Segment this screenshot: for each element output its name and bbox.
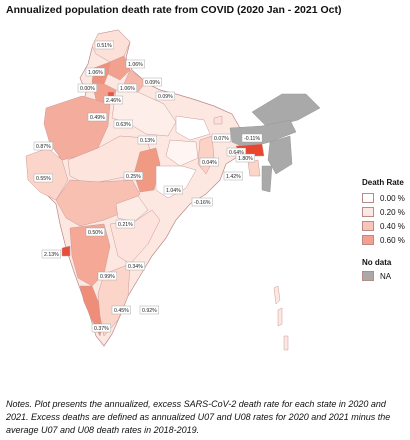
map-label-24: 0.34% [125, 261, 145, 271]
legend-label-0: 0.00 % [380, 193, 405, 203]
map-label-5: 0.00% [77, 83, 97, 93]
region-andaman-islands [273, 285, 289, 351]
india-choropleth-map: 0.51% 1.06% 1.06% 0.09% 1.06% 0.00% 0.09… [25, 29, 321, 351]
legend-swatch-1 [362, 207, 374, 217]
svg-text:0.45%: 0.45% [114, 308, 129, 314]
map-label-10: 0.07% [211, 133, 231, 143]
legend-swatch-3 [362, 235, 374, 245]
region-kerala [79, 285, 105, 337]
legend-item-0: 0.00 % [362, 192, 405, 204]
notes-text: Notes. Plot presents the annualized, exc… [6, 399, 391, 435]
svg-text:1.06%: 1.06% [88, 70, 103, 76]
svg-text:1.04%: 1.04% [166, 188, 181, 194]
map-label-19: 0.55% [33, 173, 53, 183]
legend-label-1: 0.20 % [380, 207, 405, 217]
svg-text:0.87%: 0.87% [36, 144, 51, 150]
map-label-7: 2.46% [103, 95, 123, 105]
svg-text:0.04%: 0.04% [202, 160, 217, 166]
map-label-28: 0.92% [139, 305, 159, 315]
svg-text:1.06%: 1.06% [128, 62, 143, 68]
map-label-20: 1.04% [163, 185, 183, 195]
svg-text:0.92%: 0.92% [142, 308, 157, 314]
map-label-18: 1.42% [223, 171, 243, 181]
map-label-25: 2.13% [41, 249, 61, 259]
svg-text:0.25%: 0.25% [126, 174, 141, 180]
svg-text:0.49%: 0.49% [90, 115, 105, 121]
svg-text:0.51%: 0.51% [97, 43, 112, 49]
svg-text:0.99%: 0.99% [100, 274, 115, 280]
region-jharkhand [165, 139, 199, 167]
map-label-2: 1.06% [85, 67, 105, 77]
legend-swatch-2 [362, 221, 374, 231]
svg-text:0.55%: 0.55% [36, 176, 51, 182]
svg-text:0.50%: 0.50% [88, 230, 103, 236]
svg-text:0.13%: 0.13% [140, 138, 155, 144]
svg-text:1.80%: 1.80% [238, 156, 253, 162]
legend-title: Death Rate [362, 178, 404, 187]
region-tripura [247, 159, 261, 177]
legend-item-1: 0.20 % [362, 206, 405, 218]
svg-text:0.09%: 0.09% [145, 80, 160, 86]
region-goa [61, 245, 71, 257]
region-mizoram [261, 165, 273, 193]
map-label-0: 0.51% [94, 40, 114, 50]
legend-label-2: 0.40 % [380, 221, 405, 231]
region-telangana [115, 195, 149, 223]
map-label-3: 0.09% [142, 77, 162, 87]
map-label-8: 0.63% [113, 119, 133, 129]
legend-item-2: 0.40 % [362, 220, 405, 232]
legend-item-nodata: NA [362, 270, 391, 282]
map-label-6: 0.09% [155, 91, 175, 101]
svg-text:-0.16%: -0.16% [194, 200, 211, 206]
svg-text:2.13%: 2.13% [44, 252, 59, 258]
map-label-23: 0.50% [85, 227, 105, 237]
region-nagaland-manipur [267, 135, 293, 175]
map-label-27: 0.45% [111, 305, 131, 315]
svg-text:0.21%: 0.21% [118, 222, 133, 228]
map-label-12: 0.13% [137, 135, 157, 145]
map-label-29: 0.37% [91, 323, 111, 333]
svg-text:0.00%: 0.00% [80, 86, 95, 92]
legend-item-3: 0.60 % [362, 234, 405, 246]
svg-text:2.46%: 2.46% [106, 98, 121, 104]
nodata-title: No data [362, 258, 392, 267]
map-label-4: 1.06% [117, 83, 137, 93]
map-label-15: 0.04% [199, 157, 219, 167]
svg-text:0.09%: 0.09% [158, 94, 173, 100]
map-label-9: 0.49% [87, 112, 107, 122]
svg-text:0.07%: 0.07% [214, 136, 229, 142]
map-label-16: 1.80% [235, 153, 255, 163]
svg-text:1.06%: 1.06% [120, 86, 135, 92]
map-title: Annualized population death rate from CO… [6, 4, 342, 16]
legend-swatch-0 [362, 193, 374, 203]
legend-label-3: 0.60 % [380, 235, 405, 245]
legend-swatch-nodata [362, 271, 374, 281]
legend-label-nodata: NA [380, 271, 392, 281]
map-label-11: -0.11% [241, 133, 263, 143]
svg-text:0.64%: 0.64% [229, 150, 244, 156]
svg-text:0.63%: 0.63% [116, 122, 131, 128]
map-label-14: 0.87% [33, 141, 53, 151]
map-label-1: 1.06% [125, 59, 145, 69]
region-sikkim [213, 115, 223, 125]
region-bihar [175, 115, 211, 141]
map-label-26: 0.99% [97, 271, 117, 281]
map-label-22: 0.21% [115, 219, 135, 229]
svg-text:1.42%: 1.42% [226, 174, 241, 180]
svg-text:0.34%: 0.34% [128, 264, 143, 270]
map-label-21: -0.16% [191, 197, 213, 207]
svg-text:0.37%: 0.37% [94, 326, 109, 332]
svg-text:-0.11%: -0.11% [244, 136, 260, 142]
map-label-17: 0.25% [123, 171, 143, 181]
